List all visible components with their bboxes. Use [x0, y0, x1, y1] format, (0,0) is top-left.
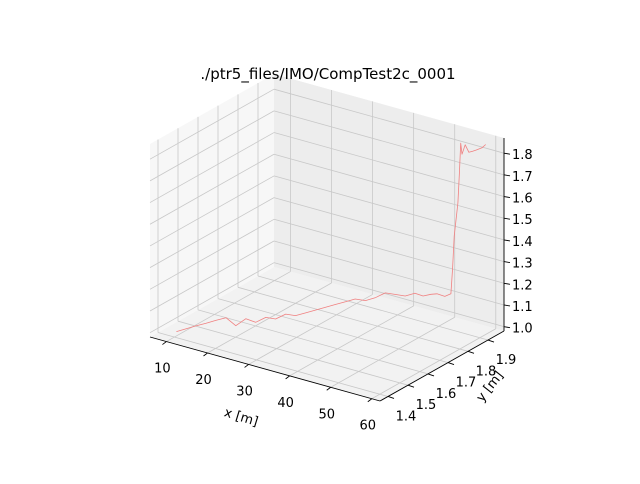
- y-grid-floor: [157, 332, 389, 397]
- z-grid-back: [273, 262, 505, 328]
- y-grid-floor: [257, 275, 489, 341]
- y-grid-floor: [217, 298, 449, 363]
- series-layer: [176, 142, 486, 332]
- y-grid-floor: [197, 309, 429, 375]
- z-tick: [503, 174, 511, 177]
- x-tick-label: 40: [277, 396, 294, 411]
- z-grid-back: [273, 197, 505, 262]
- y-tick: [467, 350, 475, 354]
- x-tick-label: 30: [236, 384, 253, 399]
- z-tick: [503, 217, 511, 220]
- z-grid-left: [149, 110, 275, 182]
- x-axis-label: x [m]: [222, 405, 260, 429]
- z-grid-left: [149, 262, 275, 334]
- z-grid-left: [149, 132, 275, 203]
- x-grid-floor: [166, 271, 291, 342]
- y-tick: [387, 396, 395, 399]
- chart-title: ./ptr5_files/IMO/CompTest2c_0001: [200, 65, 455, 84]
- x-tick: [244, 364, 249, 368]
- axis-lines: [149, 138, 505, 402]
- x-tick: [367, 398, 373, 403]
- x-tick: [203, 352, 208, 357]
- z-tick-label: 1.6: [512, 192, 533, 207]
- z-grid-left: [149, 240, 275, 312]
- y-tick: [487, 339, 495, 343]
- z-tick: [503, 304, 511, 307]
- y-tick-label: 1.4: [396, 409, 417, 424]
- z-tick: [503, 282, 511, 285]
- x-grid-floor: [289, 305, 414, 377]
- z-grid-left: [149, 153, 275, 225]
- tick-marks: [162, 152, 511, 403]
- z-tick: [503, 152, 511, 155]
- x-tick: [162, 341, 167, 345]
- z-tick-label: 1.7: [512, 170, 533, 185]
- x-grid-floor: [248, 294, 373, 365]
- z-tick-label: 1.2: [512, 278, 533, 293]
- z-tick-label: 1.1: [512, 300, 533, 315]
- y-tick-labels: 1.41.51.61.71.81.9: [396, 353, 517, 424]
- z-tick-label: 1.4: [512, 235, 533, 250]
- x-tick: [326, 386, 331, 391]
- z-grid-back: [273, 88, 505, 154]
- x-axis-line: [149, 336, 381, 402]
- x-tick-labels: 10 20 30 40 50 60: [154, 362, 376, 434]
- x-tick-label: 10: [154, 362, 171, 377]
- x-grid-floor: [371, 328, 496, 400]
- z-tick-label: 1.8: [512, 148, 533, 163]
- z-grid-left: [149, 197, 275, 268]
- y-axis-line: [379, 330, 505, 402]
- y-tick-label: 1.8: [476, 364, 497, 379]
- y-tick-label: 1.6: [436, 387, 457, 402]
- z-grid-left: [149, 218, 275, 290]
- z-tick: [503, 196, 511, 198]
- y-tick-label: 1.5: [416, 398, 437, 413]
- z-tick: [503, 326, 511, 329]
- z-grid-back: [273, 153, 505, 219]
- grid-lines: [149, 78, 505, 400]
- z-grid-back: [273, 218, 505, 284]
- z-tick: [503, 261, 511, 264]
- y-tick-label: 1.7: [456, 376, 477, 391]
- z-tick-labels: 1.0 1.1 1.2 1.3 1.4 1.5 1.6 1.7 1.8: [512, 148, 533, 336]
- y-grid-floor: [177, 320, 409, 386]
- z-grid-back: [273, 132, 505, 197]
- x-tick: [285, 375, 290, 380]
- z-grid-back: [273, 175, 505, 241]
- z-tick: [503, 239, 511, 242]
- z-tick-label: 1.5: [512, 213, 533, 228]
- series-line-0: [176, 142, 486, 332]
- x-tick-label: 20: [195, 373, 212, 388]
- z-grid-left: [149, 88, 275, 160]
- x-tick-label: 50: [318, 407, 335, 422]
- left-pane: [150, 74, 274, 337]
- z-grid-back: [273, 240, 505, 306]
- z-tick-label: 1.0: [512, 322, 533, 337]
- y-grid-floor: [237, 286, 469, 352]
- z-grid-back: [273, 110, 505, 176]
- y-tick: [427, 373, 435, 377]
- z-tick-label: 1.3: [512, 257, 533, 272]
- x-grid-floor: [330, 316, 455, 388]
- x-tick-label: 60: [360, 419, 377, 434]
- y-tick-label: 1.9: [496, 353, 517, 368]
- z-grid-left: [149, 175, 275, 247]
- y-tick: [407, 384, 415, 388]
- y-tick: [447, 362, 455, 366]
